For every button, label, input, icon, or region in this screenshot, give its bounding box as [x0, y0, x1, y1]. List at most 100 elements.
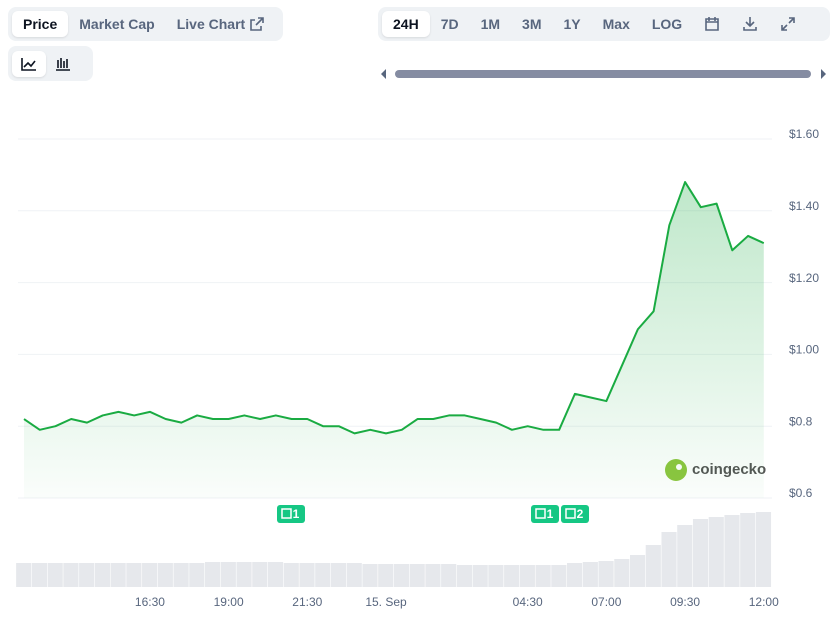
- price-area: [24, 182, 764, 498]
- volume-bar: [283, 563, 299, 587]
- y-tick-label: $0.6: [789, 486, 813, 500]
- range-button[interactable]: 1Y: [563, 16, 581, 32]
- x-tick-label: 09:30: [670, 595, 700, 609]
- external-icon: [250, 17, 264, 31]
- range-button[interactable]: Max: [602, 16, 630, 32]
- volume-bar: [724, 515, 740, 587]
- volume-bar: [157, 563, 173, 587]
- volume-bar: [661, 532, 677, 587]
- tab[interactable]: Price: [12, 11, 69, 37]
- range-button[interactable]: LOG: [651, 16, 683, 32]
- volume-bar: [755, 512, 772, 587]
- y-tick-label: $1.20: [789, 271, 819, 285]
- x-tick-label: 15. Sep: [365, 595, 407, 609]
- y-tick-label: $1.60: [789, 127, 819, 141]
- line-chart-button[interactable]: [12, 50, 46, 77]
- news-count: 1: [293, 507, 300, 521]
- scroll-left: [381, 69, 386, 79]
- range-button[interactable]: 7D: [440, 16, 459, 32]
- volume-bar: [472, 565, 488, 587]
- news-count: 1: [547, 507, 554, 521]
- volume-bar: [504, 565, 520, 587]
- icon-button[interactable]: [731, 11, 769, 37]
- volume-bar: [31, 563, 48, 587]
- icon: [781, 17, 796, 31]
- volume-bar: [47, 563, 63, 587]
- volume-bar: [441, 564, 457, 587]
- volume-bar: [189, 563, 205, 587]
- scroll-thumb: [395, 70, 811, 78]
- icon-button[interactable]: [693, 11, 731, 37]
- range-button[interactable]: 24H: [382, 11, 430, 37]
- volume-bar: [315, 563, 331, 587]
- volume-bar: [63, 563, 79, 587]
- range-button[interactable]: 1M: [480, 16, 501, 32]
- volume-bar: [236, 562, 252, 587]
- news-count: 2: [577, 507, 584, 521]
- y-tick-label: $1.00: [789, 343, 819, 357]
- x-tick-label: 19:00: [214, 595, 244, 609]
- range-button[interactable]: 3M: [522, 16, 542, 32]
- volume-bar: [582, 562, 598, 587]
- volume-bar: [535, 565, 551, 587]
- volume-bar: [488, 565, 504, 587]
- news-marker: [561, 505, 589, 523]
- x-tick-label: 12:00: [749, 595, 779, 609]
- tab[interactable]: Market Cap: [79, 16, 155, 32]
- volume-bar: [346, 563, 362, 587]
- news-marker: [277, 505, 305, 523]
- volume-bar: [205, 562, 221, 587]
- news-icon: [535, 508, 546, 519]
- scroll-right: [821, 69, 826, 79]
- volume-bar: [551, 565, 567, 587]
- volume-bar: [629, 555, 646, 587]
- line-icon: [21, 57, 36, 71]
- chart-type-bar: [8, 46, 93, 81]
- volume-bar: [94, 563, 110, 587]
- y-tick-label: $1.40: [789, 199, 819, 213]
- volume-bar: [110, 563, 126, 587]
- volume-bar: [456, 565, 472, 587]
- volume-bar: [614, 559, 630, 587]
- x-tick-label: 21:30: [292, 595, 322, 609]
- volume-bar: [299, 563, 315, 587]
- volume-bar: [740, 513, 756, 587]
- news-marker: [531, 505, 559, 523]
- y-tick-label: $0.8: [789, 414, 813, 428]
- x-tick-label: 07:00: [591, 595, 621, 609]
- volume-bar: [173, 563, 189, 587]
- icon: [705, 17, 720, 31]
- volume-bar: [598, 561, 614, 587]
- x-tick-label: 16:30: [135, 595, 165, 609]
- volume-bar: [330, 563, 347, 587]
- volume-bar: [677, 525, 693, 587]
- x-tick-label: 04:30: [513, 595, 543, 609]
- icon: [743, 17, 758, 31]
- logo: [665, 459, 687, 481]
- volume-bar: [378, 564, 394, 587]
- volume-bar: [645, 545, 661, 587]
- volume-bar: [267, 562, 284, 587]
- volume-bar: [708, 517, 724, 587]
- volume-bar: [567, 563, 583, 587]
- volume-bar: [425, 564, 441, 587]
- tab-bar: Price Market Cap Live Chart: [8, 7, 283, 41]
- candle-icon: [56, 57, 70, 71]
- volume-bar: [220, 562, 236, 587]
- volume-bar: [252, 562, 268, 587]
- volume-bar: [126, 563, 142, 587]
- logo-eye: [676, 464, 682, 470]
- icon-button[interactable]: [769, 11, 807, 37]
- range-bar: 24H 7D 1M 3M 1Y Max LOG: [378, 7, 830, 41]
- price-line: [23, 181, 765, 435]
- volume-bar: [142, 563, 158, 587]
- candle-chart-button[interactable]: [46, 51, 80, 77]
- watermark: coingecko: [692, 461, 766, 478]
- volume-bar: [362, 564, 378, 587]
- tab[interactable]: Live Chart: [166, 11, 275, 37]
- volume-bar: [393, 564, 410, 587]
- volume-bar: [692, 519, 709, 587]
- volume-bar: [16, 563, 32, 587]
